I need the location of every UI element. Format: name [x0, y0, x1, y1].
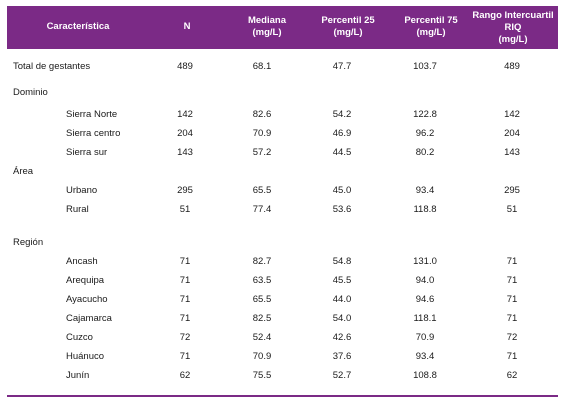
cell-p75: 80.2: [415, 147, 435, 158]
cell-riq: 51: [506, 204, 518, 215]
cell-p25: 52.7: [332, 370, 352, 381]
cell-p25: 54.8: [332, 256, 352, 267]
row-label: Arequipa: [66, 275, 105, 286]
row-label: Sierra Norte: [66, 109, 118, 120]
cell-p25: 44.5: [332, 147, 352, 158]
cell-p25: 44.0: [332, 294, 352, 305]
cell-mediana: 70.9: [252, 351, 272, 362]
cell-p25: 53.6: [332, 204, 352, 215]
row-label: Cajamarca: [66, 313, 112, 324]
cell-mediana: 75.5: [252, 370, 272, 381]
cell-p25: 54.0: [332, 313, 352, 324]
cell-riq: 143: [504, 147, 520, 158]
cell-p75: 93.4: [415, 185, 435, 196]
cell-n: 71: [179, 313, 191, 324]
group-label: Región: [13, 237, 44, 248]
cell-mediana: 57.2: [252, 147, 272, 158]
cell-n: 51: [179, 204, 191, 215]
row-label: Urbano: [66, 185, 98, 196]
header-n: N: [183, 21, 191, 32]
cell-mediana: 82.6: [252, 109, 272, 120]
cell-p25: 47.7: [332, 61, 352, 72]
cell-p75: 122.8: [413, 109, 437, 120]
cell-riq: 71: [506, 256, 518, 267]
cell-mediana: 82.7: [252, 256, 272, 267]
cell-p25: 37.6: [332, 351, 352, 362]
header-mediana-unit: (mg/L): [252, 27, 282, 38]
cell-n: 71: [179, 256, 191, 267]
cell-p75: 70.9: [415, 332, 435, 343]
cell-n: 71: [179, 351, 191, 362]
cell-p75: 103.7: [413, 61, 437, 72]
cell-mediana: 70.9: [252, 128, 272, 139]
cell-p25: 54.2: [332, 109, 352, 120]
cell-riq: 62: [506, 370, 518, 381]
table-bottom-rule: [7, 395, 558, 397]
cell-riq: 489: [504, 61, 520, 72]
cell-riq: 204: [504, 128, 520, 139]
cell-riq: 295: [504, 185, 520, 196]
header-p25: Percentil 25 (mg/L): [313, 15, 383, 39]
row-label: Huánuco: [66, 351, 105, 362]
header-p75: Percentil 75 (mg/L): [396, 15, 466, 39]
row-label: Sierra sur: [66, 147, 108, 158]
header-p25-line1: Percentil 25: [321, 15, 375, 26]
cell-p75: 118.8: [413, 204, 437, 215]
cell-riq: 71: [506, 294, 518, 305]
row-label: Cuzco: [66, 332, 93, 343]
cell-riq: 71: [506, 275, 518, 286]
cell-p25: 46.9: [332, 128, 352, 139]
header-riq-line2: RIQ: [504, 22, 522, 33]
cell-mediana: 63.5: [252, 275, 272, 286]
cell-riq: 142: [504, 109, 520, 120]
cell-p75: 94.6: [415, 294, 435, 305]
cell-riq: 71: [506, 351, 518, 362]
cell-riq: 71: [506, 313, 518, 324]
cell-mediana: 52.4: [252, 332, 272, 343]
row-label: Total de gestantes: [13, 61, 91, 72]
header-caracteristica: Característica: [46, 21, 110, 32]
cell-p75: 131.0: [413, 256, 437, 267]
cell-riq: 72: [506, 332, 518, 343]
cell-mediana: 65.5: [252, 185, 272, 196]
table-header: Característica N Mediana (mg/L) Percenti…: [7, 6, 558, 49]
cell-n: 71: [179, 275, 191, 286]
cell-mediana: 68.1: [252, 61, 272, 72]
cell-mediana: 82.5: [252, 313, 272, 324]
header-riq: Rango Intercuartil RIQ (mg/L): [465, 10, 561, 46]
row-label: Junín: [66, 370, 90, 381]
cell-p75: 94.0: [415, 275, 435, 286]
header-riq-line1: Rango Intercuartil: [472, 10, 554, 21]
cell-mediana: 65.5: [252, 294, 272, 305]
cell-p75: 108.8: [413, 370, 437, 381]
header-mediana-line1: Mediana: [247, 15, 286, 26]
header-p25-unit: (mg/L): [333, 27, 363, 38]
cell-n: 143: [177, 147, 193, 158]
row-label: Rural: [66, 204, 89, 215]
cell-n: 142: [177, 109, 193, 120]
cell-p25: 45.0: [332, 185, 352, 196]
cell-n: 62: [179, 370, 191, 381]
cell-n: 71: [179, 294, 191, 305]
cell-n: 72: [179, 332, 191, 343]
cell-n: 204: [177, 128, 193, 139]
header-p75-unit: (mg/L): [416, 27, 446, 38]
cell-p75: 93.4: [415, 351, 435, 362]
row-label: Ayacucho: [66, 294, 108, 305]
header-mediana: Mediana (mg/L): [237, 15, 297, 39]
group-label: Dominio: [13, 87, 48, 98]
cell-n: 295: [177, 185, 193, 196]
cell-p75: 118.1: [413, 313, 437, 324]
cell-p25: 45.5: [332, 275, 352, 286]
header-p75-line1: Percentil 75: [404, 15, 458, 26]
cell-n: 489: [177, 61, 193, 72]
cell-mediana: 77.4: [252, 204, 272, 215]
cell-p25: 42.6: [332, 332, 352, 343]
header-riq-unit: (mg/L): [498, 34, 528, 45]
row-label: Ancash: [66, 256, 98, 267]
group-label: Área: [13, 166, 34, 177]
row-label: Sierra centro: [66, 128, 121, 139]
cell-p75: 96.2: [415, 128, 435, 139]
